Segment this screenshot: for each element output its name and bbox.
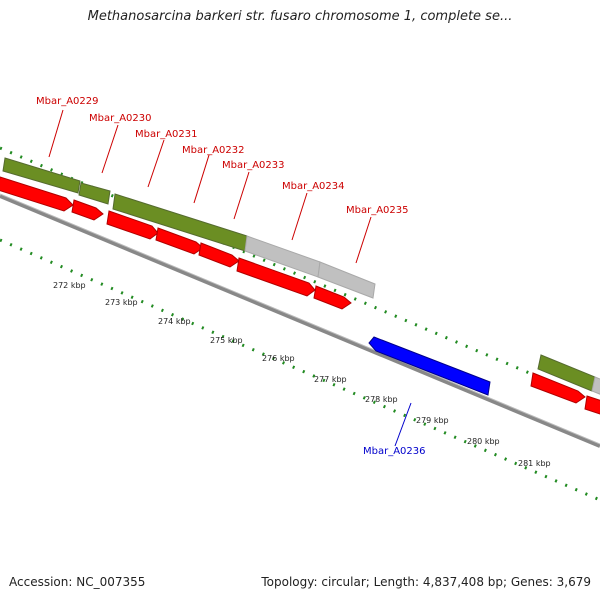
- tick-label: 274 kbp: [158, 317, 191, 326]
- cds-arrow-a0235[interactable]: [313, 285, 352, 310]
- gene-feature-a0235[interactable]: [317, 261, 376, 299]
- map-title: Methanosarcina barkeri str. fusaro chrom…: [87, 9, 513, 24]
- tick-label: 273 kbp: [105, 298, 138, 307]
- cds-arrow-a0236[interactable]: [368, 336, 491, 396]
- cds-arrow-a0234[interactable]: [236, 257, 316, 297]
- label-leader-lines: [48, 109, 412, 447]
- gene-label-a0230[interactable]: Mbar_A0230: [89, 113, 152, 124]
- backbone-line: [0, 194, 600, 448]
- cds-arrow-a0231[interactable]: [106, 210, 159, 240]
- gene-feature-right-2[interactable]: [591, 376, 600, 395]
- cds-arrow-right-2[interactable]: [584, 395, 600, 415]
- topology-summary: Topology: circular; Length: 4,837,408 bp…: [261, 575, 591, 589]
- gene-label-a0229[interactable]: Mbar_A0229: [36, 96, 99, 107]
- gene-feature-a0229[interactable]: [2, 157, 81, 194]
- gene-feature-track: [2, 157, 600, 395]
- tick-label: 276 kbp: [262, 354, 295, 363]
- cds-arrow-a0232[interactable]: [155, 227, 204, 255]
- forward-cds-track: [0, 176, 600, 415]
- cds-arrow-a0233[interactable]: [198, 242, 240, 268]
- cds-arrow-right-1[interactable]: [530, 372, 586, 404]
- tick-label: 280 kbp: [467, 437, 500, 446]
- gene-feature-a0230[interactable]: [78, 182, 111, 205]
- gene-label-a0231[interactable]: Mbar_A0231: [135, 129, 198, 140]
- gene-label-a0233[interactable]: Mbar_A0233: [222, 160, 285, 171]
- cds-arrow-a0229[interactable]: [0, 176, 74, 212]
- tick-label: 275 kbp: [210, 336, 243, 345]
- backbone-highlight: [0, 193, 600, 445]
- tick-label: 279 kbp: [416, 416, 449, 425]
- cds-arrow-a0230[interactable]: [71, 199, 104, 221]
- tick-label: 277 kbp: [314, 375, 347, 384]
- gene-label-a0236[interactable]: Mbar_A0236: [363, 446, 426, 457]
- gene-labels: Mbar_A0229 Mbar_A0230 Mbar_A0231 Mbar_A0…: [36, 96, 426, 457]
- gene-label-a0235[interactable]: Mbar_A0235: [346, 205, 409, 216]
- gene-label-a0232[interactable]: Mbar_A0232: [182, 145, 245, 156]
- gene-label-a0234[interactable]: Mbar_A0234: [282, 181, 345, 192]
- tick-labels: 272 kbp 273 kbp 274 kbp 275 kbp 276 kbp …: [53, 281, 551, 468]
- inner-tick-ring: [0, 238, 600, 502]
- tick-label: 278 kbp: [365, 395, 398, 404]
- tick-label: 272 kbp: [53, 281, 86, 290]
- accession-text: Accession: NC_007355: [9, 575, 146, 589]
- tick-label: 281 kbp: [518, 459, 551, 468]
